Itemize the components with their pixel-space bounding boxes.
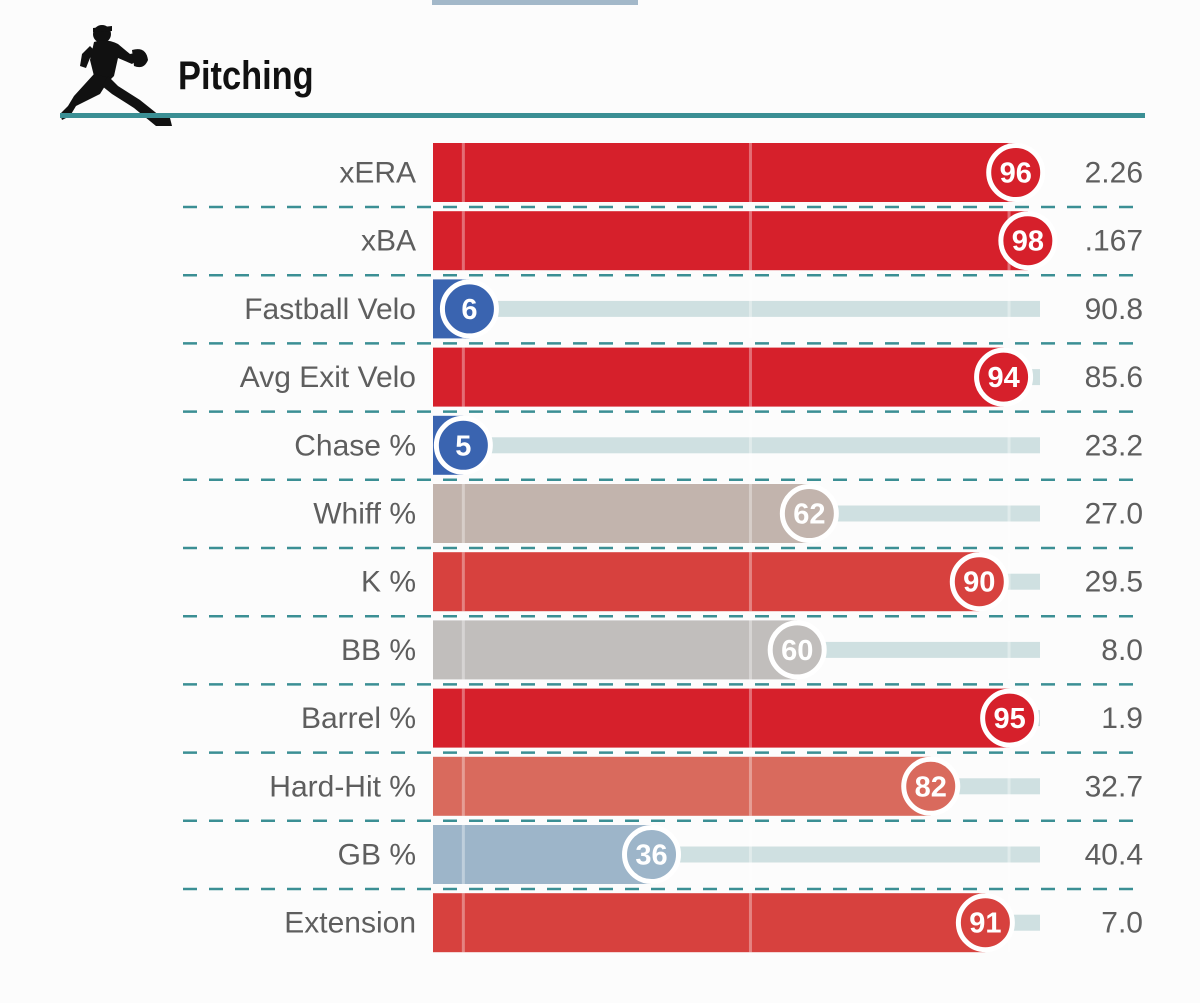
- metric-label-gb: GB %: [338, 839, 416, 872]
- metric-value-hard-hit: 32.7: [1085, 770, 1143, 803]
- gridline-xba-0: [461, 211, 465, 271]
- bar-barrel: [433, 688, 1010, 748]
- metric-value-extension: 7.0: [1101, 907, 1143, 940]
- gridline-k-0: [461, 552, 465, 612]
- gridline-xera-1: [748, 143, 752, 202]
- metric-value-xera: 2.26: [1085, 157, 1143, 190]
- bar-track-chase: [433, 437, 1040, 454]
- percentile-label-k: 90: [963, 567, 995, 599]
- percentile-circle-bb: [767, 620, 827, 680]
- gridline-whiff-1: [748, 484, 752, 543]
- percentile-label-whiff: 62: [793, 499, 825, 531]
- gridline-xera-0: [461, 143, 465, 202]
- metric-value-chase: 23.2: [1085, 429, 1143, 462]
- percentile-circle-chase: [433, 415, 493, 475]
- percentile-label-barrel: 95: [994, 703, 1026, 735]
- metric-label-hard-hit: Hard-Hit %: [269, 770, 416, 803]
- bar-xba: [433, 211, 1028, 271]
- percentile-circle-extension: [955, 893, 1015, 953]
- percentile-circle-barrel: [980, 688, 1040, 748]
- gridline-extension-1: [748, 893, 752, 953]
- metric-value-xba: .167: [1085, 225, 1143, 258]
- gridline-barrel-1: [748, 688, 752, 748]
- bar-bb: [433, 620, 798, 680]
- metric-value-k: 29.5: [1085, 566, 1143, 599]
- bar-extension: [433, 893, 986, 953]
- bar-gb: [433, 825, 652, 884]
- bar-avg-exit-velo: [433, 347, 1004, 407]
- bar-whiff: [433, 484, 810, 543]
- gridline-gb-0: [461, 825, 465, 884]
- metric-value-barrel: 1.9: [1101, 702, 1143, 735]
- metric-value-avg-exit-velo: 85.6: [1085, 361, 1143, 394]
- gridline-chase-2: [1007, 415, 1011, 475]
- section-title: Pitching: [178, 54, 314, 98]
- percentile-label-extension: 91: [969, 908, 1001, 940]
- metric-value-gb: 40.4: [1085, 839, 1143, 872]
- metric-label-avg-exit-velo: Avg Exit Velo: [240, 361, 416, 394]
- metric-value-bb: 8.0: [1101, 634, 1143, 667]
- gridline-hard-hit-1: [748, 756, 752, 816]
- percentile-circle-whiff: [779, 484, 839, 543]
- gridline-bb-1: [748, 620, 752, 680]
- gridline-barrel-0: [461, 688, 465, 748]
- gridline-whiff-0: [461, 484, 465, 543]
- gridline-fastball-velo-1: [748, 279, 752, 339]
- gridline-fastball-velo-2: [1007, 279, 1011, 339]
- metric-label-xba: xBA: [361, 225, 416, 258]
- section-header: Pitching: [60, 0, 1145, 126]
- percentile-circle-hard-hit: [901, 756, 961, 816]
- percentile-label-gb: 36: [635, 840, 667, 872]
- gridline-whiff-2: [1007, 484, 1011, 543]
- metric-label-extension: Extension: [284, 907, 416, 940]
- metric-label-whiff: Whiff %: [313, 498, 416, 531]
- gridline-hard-hit-2: [1007, 756, 1011, 816]
- percentile-circle-avg-exit-velo: [974, 347, 1034, 407]
- gridline-k-1: [748, 552, 752, 612]
- gridline-avg-exit-velo-1: [748, 347, 752, 407]
- metric-label-k: K %: [361, 566, 416, 599]
- metric-label-bb: BB %: [341, 634, 416, 667]
- metric-label-fastball-velo: Fastball Velo: [244, 293, 416, 326]
- percentile-label-chase: 5: [455, 430, 471, 462]
- gridline-gb-1: [748, 825, 752, 884]
- percentile-circle-xba: [998, 211, 1058, 271]
- percentile-label-fastball-velo: 6: [461, 294, 477, 326]
- percentile-circle-k: [949, 552, 1009, 612]
- percentile-label-avg-exit-velo: 94: [987, 362, 1019, 394]
- metric-label-xera: xERA: [339, 157, 416, 190]
- percentile-circle-xera: [986, 143, 1046, 202]
- gridline-hard-hit-0: [461, 756, 465, 816]
- metric-value-fastball-velo: 90.8: [1085, 293, 1143, 326]
- title-divider: [60, 113, 1145, 118]
- bar-hard-hit: [433, 756, 931, 816]
- bar-xera: [433, 143, 1016, 202]
- gridline-extension-0: [461, 893, 465, 953]
- gridline-xba-1: [748, 211, 752, 271]
- percentile-label-xera: 96: [1000, 158, 1032, 190]
- bar-k: [433, 552, 980, 612]
- previous-section-bar: [432, 0, 638, 5]
- metric-label-chase: Chase %: [294, 429, 416, 462]
- gridline-chase-1: [748, 415, 752, 475]
- percentile-circle-gb: [622, 825, 682, 884]
- metric-value-whiff: 27.0: [1085, 498, 1143, 531]
- percentile-label-bb: 60: [781, 635, 813, 667]
- gridline-gb-2: [1007, 825, 1011, 884]
- gridline-avg-exit-velo-0: [461, 347, 465, 407]
- percentile-label-xba: 98: [1012, 226, 1044, 258]
- percentile-circle-fastball-velo: [439, 279, 499, 339]
- gridline-bb-0: [461, 620, 465, 680]
- metric-label-barrel: Barrel %: [301, 702, 416, 735]
- gridline-bb-2: [1007, 620, 1011, 680]
- gridline-k-2: [1007, 552, 1011, 612]
- percentile-label-hard-hit: 82: [915, 771, 947, 803]
- bar-track-fastball-velo: [433, 300, 1040, 317]
